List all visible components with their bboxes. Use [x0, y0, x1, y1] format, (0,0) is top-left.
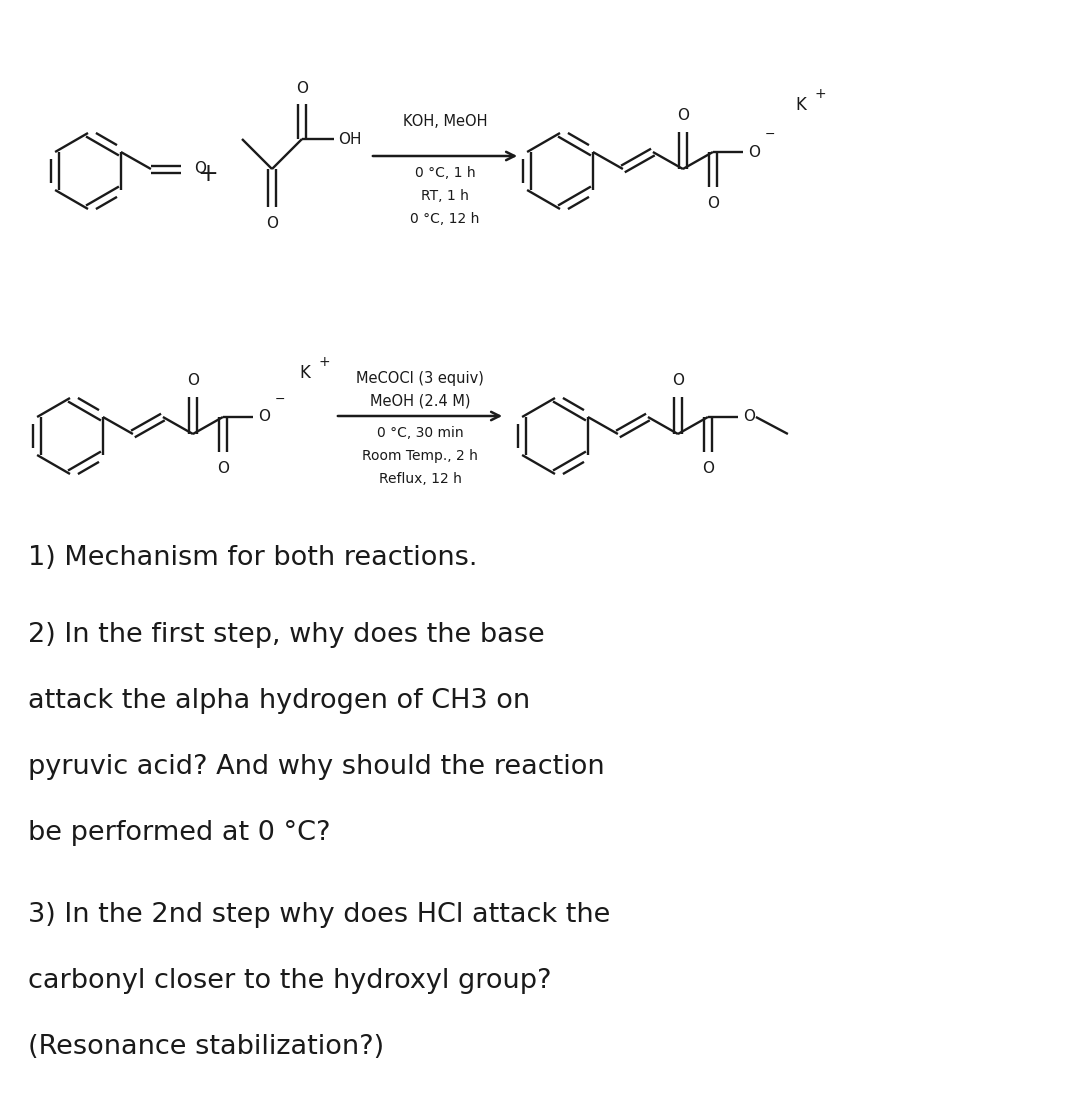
Text: O: O: [743, 410, 755, 424]
Text: O: O: [296, 81, 308, 96]
Text: Room Temp., 2 h: Room Temp., 2 h: [362, 449, 478, 463]
Text: OH: OH: [338, 132, 361, 146]
Text: Reflux, 12 h: Reflux, 12 h: [378, 472, 462, 485]
Text: O: O: [266, 217, 278, 231]
Text: 3) In the 2nd step why does HCl attack the: 3) In the 2nd step why does HCl attack t…: [28, 902, 610, 929]
Text: KOH, MeOH: KOH, MeOH: [403, 114, 487, 129]
Text: O: O: [748, 144, 760, 160]
Text: 0 °C, 12 h: 0 °C, 12 h: [410, 212, 480, 227]
Text: O: O: [677, 108, 688, 123]
Text: 1) Mechanism for both reactions.: 1) Mechanism for both reactions.: [28, 545, 478, 571]
Text: (Resonance stabilization?): (Resonance stabilization?): [28, 1035, 384, 1060]
Text: O: O: [187, 373, 199, 388]
Text: pyruvic acid? And why should the reaction: pyruvic acid? And why should the reactio…: [28, 754, 605, 780]
Text: O: O: [217, 461, 229, 477]
Text: O: O: [258, 410, 269, 424]
Text: MeCOCl (3 equiv): MeCOCl (3 equiv): [356, 371, 484, 386]
Text: −: −: [275, 393, 285, 406]
Text: +: +: [198, 162, 218, 186]
Text: 2) In the first step, why does the base: 2) In the first step, why does the base: [28, 622, 545, 648]
Text: +: +: [319, 355, 330, 369]
Text: carbonyl closer to the hydroxyl group?: carbonyl closer to the hydroxyl group?: [28, 968, 552, 994]
Text: 0 °C, 30 min: 0 °C, 30 min: [376, 426, 463, 440]
Text: 0 °C, 1 h: 0 °C, 1 h: [415, 166, 476, 180]
Text: RT, 1 h: RT, 1 h: [421, 189, 469, 203]
Text: −: −: [765, 128, 775, 141]
Text: +: +: [815, 87, 826, 102]
Text: K: K: [299, 364, 310, 382]
Text: O: O: [702, 461, 714, 477]
Text: be performed at 0 °C?: be performed at 0 °C?: [28, 820, 330, 846]
Text: K: K: [795, 96, 806, 114]
Text: attack the alpha hydrogen of CH3 on: attack the alpha hydrogen of CH3 on: [28, 687, 530, 714]
Text: O: O: [707, 196, 719, 211]
Text: MeOH (2.4 M): MeOH (2.4 M): [370, 394, 470, 408]
Text: O: O: [193, 161, 206, 175]
Text: O: O: [672, 373, 684, 388]
